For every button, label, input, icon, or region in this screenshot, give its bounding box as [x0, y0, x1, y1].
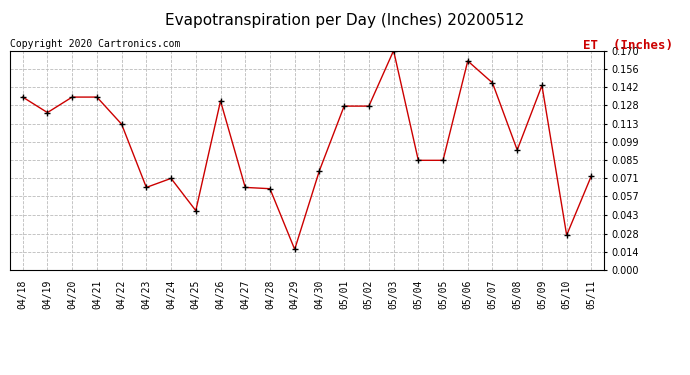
Text: Evapotranspiration per Day (Inches) 20200512: Evapotranspiration per Day (Inches) 2020…: [166, 13, 524, 28]
Text: ET  (Inches): ET (Inches): [583, 39, 673, 53]
Text: Copyright 2020 Cartronics.com: Copyright 2020 Cartronics.com: [10, 39, 181, 50]
